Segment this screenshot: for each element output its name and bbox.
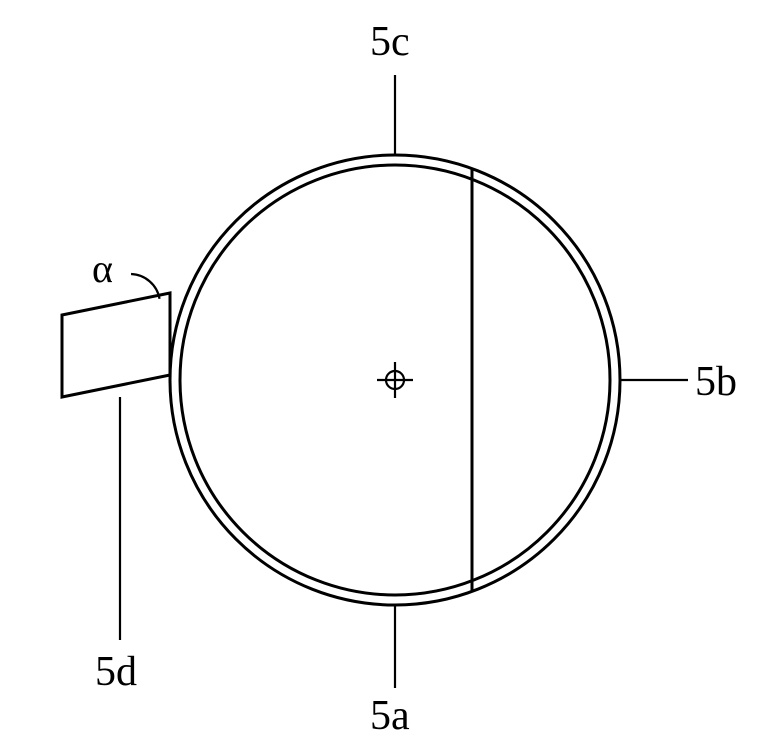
label-5c: 5c bbox=[370, 18, 410, 66]
label-alpha: α bbox=[92, 245, 113, 292]
tangent-shape bbox=[62, 293, 170, 397]
label-5b: 5b bbox=[695, 358, 737, 406]
diagram-svg bbox=[0, 0, 763, 750]
label-5d: 5d bbox=[95, 648, 137, 696]
label-5a: 5a bbox=[370, 692, 410, 740]
